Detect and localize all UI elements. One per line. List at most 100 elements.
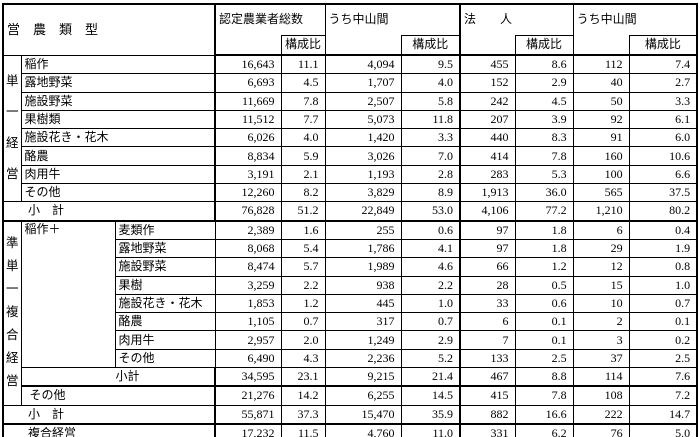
value-cell: 1.6 [280,220,326,240]
value-cell: 4.5 [514,91,574,111]
value-cell: 1,786 [324,238,402,259]
header-spacer [459,35,516,56]
data-row: 露地野菜 6,693 4.5 1,707 4.0 152 2.9 40 2.7 [3,73,698,93]
value-cell: 2 [572,312,630,332]
row-label: その他 [20,183,217,203]
value-cell: 7.2 [628,385,698,406]
value-cell: 114 [572,367,630,388]
data-row: 肉用牛 2,957 2.0 1,249 2.9 7 0.1 3 0.2 [3,330,698,350]
row-label: 稲作 [20,54,217,75]
value-cell: 97 [459,238,516,259]
value-cell: 3.9 [514,109,574,130]
value-cell: 11,669 [214,91,282,111]
value-cell: 2.0 [280,330,326,350]
row-label: 酪農 [20,146,217,166]
value-cell: 1.2 [514,257,574,277]
value-cell: 1,989 [324,257,402,277]
value-cell: 5.0 [628,423,698,437]
value-cell: 7.6 [628,367,698,388]
data-row: 肉用牛 3,191 2.1 1,193 2.8 283 5.3 100 6.6 [3,164,698,185]
row-label: 施設花き・花木 [20,128,217,148]
header-farming-type: 営 農 類 型 [2,3,217,55]
value-cell: 23.1 [280,367,326,388]
value-cell: 10.6 [628,146,698,166]
row-label: 施設野菜 [20,91,217,111]
vertical-group-label: 準単一複合経営 [4,228,20,398]
value-cell: 1,707 [324,73,402,93]
value-cell: 14.7 [628,404,698,425]
data-row: 露地野菜 8,068 5.4 1,786 4.1 97 1.8 29 1.9 [3,238,698,259]
value-cell: 882 [459,404,516,425]
value-cell: 7.0 [400,146,462,166]
value-cell: 37.5 [628,183,698,203]
value-cell: 1,105 [214,312,282,332]
fukugo-keiei-label: 複合経営 [2,423,217,437]
value-cell: 4,106 [459,201,516,222]
value-cell: 1.9 [628,238,698,259]
value-cell: 3,259 [214,275,282,295]
value-cell: 6,490 [214,348,282,369]
row-label: 肉用牛 [114,330,216,350]
value-cell: 1.8 [514,238,574,259]
value-cell: 51.2 [280,201,326,222]
value-cell: 3,191 [214,164,282,185]
value-cell: 1,193 [324,164,402,185]
value-cell: 2.5 [514,348,574,369]
value-cell: 0.6 [514,293,574,314]
header-corporations: 法 人 [459,3,574,36]
value-cell: 0.7 [628,293,698,314]
value-cell: 5,073 [324,109,402,130]
value-cell: 467 [459,367,516,388]
row-label: 果樹類 [20,109,217,130]
value-cell: 2.2 [400,275,462,295]
value-cell: 11,512 [214,109,282,130]
header-spacer [573,35,630,56]
data-row: 施設野菜 11,669 7.8 2,507 5.8 242 4.5 50 3.3 [3,91,698,111]
value-cell: 0.5 [514,275,574,295]
vertical-label-char: 合 [5,328,19,343]
group-label-jun-tanitsu: 準単一複合経営 [2,220,22,406]
group-label-tanitsu: 単一経営 [2,54,22,203]
value-cell: 6.6 [628,164,698,185]
value-cell: 2.5 [628,348,698,369]
vertical-label-char: 営 [5,374,19,389]
value-cell: 6,026 [214,128,282,148]
value-cell: 11.1 [280,54,326,75]
value-cell: 1.0 [628,275,698,295]
prefix-label-inasaku-plus: 稲作＋ [20,220,116,369]
value-cell: 938 [324,275,402,295]
value-cell: 7.7 [280,109,326,130]
value-cell: 2.8 [400,164,462,185]
value-cell: 22,849 [324,201,402,222]
value-cell: 3.3 [400,128,462,148]
row-label: 露地野菜 [114,238,216,259]
value-cell: 5.2 [400,348,462,369]
vertical-label-char: 複 [5,305,19,320]
value-cell: 4.6 [400,257,462,277]
data-row: 準単一複合経営稲作＋ 麦類作 2,389 1.6 255 0.6 97 1.8 6 0.4 [2,220,698,406]
value-cell: 1,420 [324,128,402,148]
vertical-label-char: 営 [5,166,19,181]
value-cell: 1,210 [572,201,630,222]
data-row: その他 6,490 4.3 2,236 5.2 133 2.5 37 2.5 [3,348,698,369]
value-cell: 91 [572,128,630,148]
value-cell: 16.6 [514,404,574,425]
value-cell: 7.4 [628,54,698,75]
subtotal-row: 小 計 55,871 37.3 15,470 35.9 882 16.6 222 14.7 [2,404,698,425]
value-cell: 76 [572,423,630,437]
value-cell: 6,255 [324,385,402,406]
value-cell: 207 [459,109,516,130]
value-cell: 0.7 [400,312,462,332]
header-composition-ratio-2: 構成比 [400,35,462,56]
value-cell: 53.0 [400,201,462,222]
row-label: 酪農 [114,312,216,332]
value-cell: 77.2 [514,201,574,222]
vertical-group-label: 単一経営 [4,58,20,198]
value-cell: 1,853 [214,293,282,314]
row-label: 露地野菜 [20,73,217,93]
value-cell: 222 [572,404,630,425]
value-cell: 6.1 [628,109,698,130]
value-cell: 50 [572,91,630,111]
value-cell: 1.2 [280,293,326,314]
